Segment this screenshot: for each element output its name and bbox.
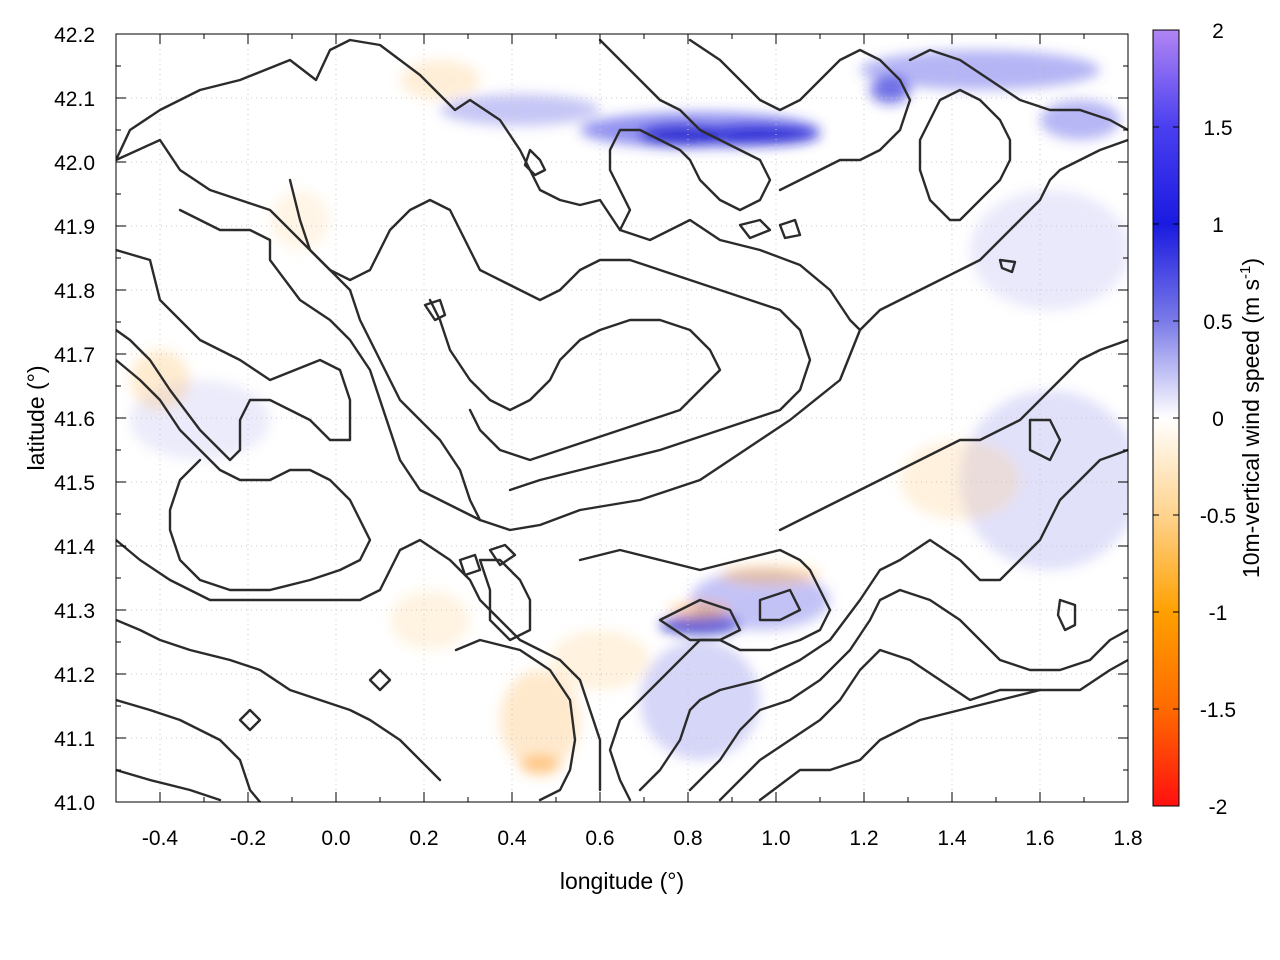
y-tick-label: 41.0 <box>54 792 95 815</box>
y-tick-label: 42.0 <box>54 152 95 175</box>
x-tick-label: 0.4 <box>497 827 527 850</box>
colorbar-title-close: ) <box>1238 258 1264 266</box>
x-tick-label: 1.2 <box>849 827 878 850</box>
x-tick-label: 1.4 <box>937 827 967 850</box>
x-tick-label: 0.0 <box>321 827 350 850</box>
x-axis: -0.4 -0.2 0.0 0.2 0.4 0.6 0.8 1.0 1.2 1.4 1.6 1.8 <box>115 34 1143 850</box>
y-tick-label: 41.3 <box>54 600 95 623</box>
colorbar-ticks: 2 1.5 1 0.5 0 -0.5 -1 -1.5 -2 <box>1153 20 1236 819</box>
colorbar-tick-label: -0.5 <box>1200 505 1236 528</box>
y-tick-label: 41.4 <box>54 536 95 559</box>
y-tick-label: 42.1 <box>54 88 95 111</box>
colorbar-tick-label: -2 <box>1209 796 1228 819</box>
colorbar-tick-label: 2 <box>1212 20 1224 43</box>
y-axis-title: latitude (°) <box>23 365 49 470</box>
colorbar-tick-label: 1 <box>1212 214 1224 237</box>
x-tick-label: -0.4 <box>142 827 179 850</box>
x-axis-title: longitude (°) <box>560 868 684 894</box>
y-tick-label: 41.7 <box>54 344 95 367</box>
y-tick-label: 42.2 <box>54 24 95 47</box>
x-tick-label: 0.2 <box>409 827 438 850</box>
colorbar-tick-label: -1.5 <box>1200 699 1236 722</box>
colorbar: 2 1.5 1 0.5 0 -0.5 -1 -1.5 -2 10m-vertical wind … <box>1152 20 1264 819</box>
x-tick-label: -0.2 <box>230 827 266 850</box>
y-tick-label: 41.6 <box>54 408 95 431</box>
y-tick-label: 41.5 <box>54 472 95 495</box>
colorbar-tick-label: -1 <box>1209 602 1228 625</box>
y-tick-label: 41.1 <box>54 728 95 751</box>
colorbar-title: 10m-vertical wind speed (m s-1) <box>1237 258 1264 578</box>
x-tick-label: 0.8 <box>673 827 702 850</box>
y-tick-label: 41.9 <box>54 216 95 239</box>
y-tick-label: 41.2 <box>54 664 95 687</box>
colorbar-title-superscript: -1 <box>1237 266 1254 279</box>
y-axis: 41.0 41.1 41.2 41.3 41.4 41.5 41.6 41.7 41.8 41.9… <box>54 24 1128 815</box>
x-tick-label: 1.8 <box>1113 827 1142 850</box>
x-tick-label: 1.0 <box>761 827 790 850</box>
terrain-contours <box>116 38 1128 802</box>
y-tick-label: 41.8 <box>54 280 95 303</box>
colorbar-tick-label: 0 <box>1212 408 1224 431</box>
x-tick-label: 0.6 <box>585 827 614 850</box>
colorbar-tick-label: 0.5 <box>1203 311 1232 334</box>
x-tick-label: 1.6 <box>1025 827 1054 850</box>
colorbar-tick-label: 1.5 <box>1203 117 1232 140</box>
colorbar-title-main: 10m-vertical wind speed (m s <box>1238 279 1264 578</box>
